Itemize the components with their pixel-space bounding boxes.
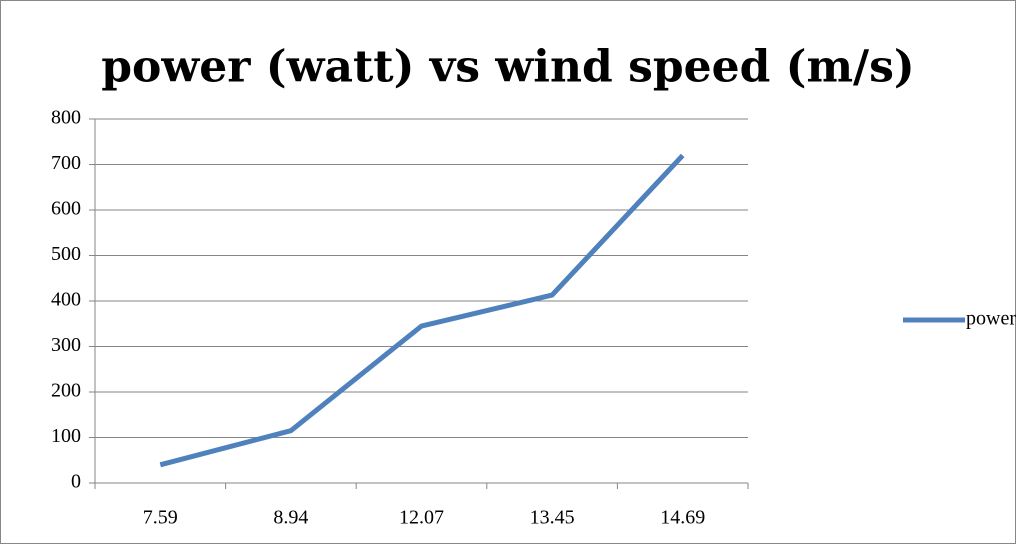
x-tick-label: 12.07 xyxy=(399,507,444,529)
x-tick-label: 7.59 xyxy=(143,507,178,529)
x-tick-label: 13.45 xyxy=(530,507,575,529)
chart-title: power (watt) vs wind speed (m/s) xyxy=(101,42,914,93)
y-tick-label: 600 xyxy=(51,198,81,220)
y-tick-label: 500 xyxy=(51,243,81,265)
y-tick-label: 0 xyxy=(71,471,81,493)
x-tick-label: 14.69 xyxy=(660,507,705,529)
y-tick-label: 400 xyxy=(51,289,81,311)
y-tick-label: 300 xyxy=(51,334,81,356)
y-tick-label: 200 xyxy=(51,380,81,402)
line-series xyxy=(159,153,685,468)
y-tick-label: 800 xyxy=(51,107,81,129)
y-tick-label: 100 xyxy=(51,425,81,447)
y-tick-label: 700 xyxy=(51,152,81,174)
legend-label: power (watt) xyxy=(966,308,1016,330)
x-tick-label: 8.94 xyxy=(273,507,308,529)
